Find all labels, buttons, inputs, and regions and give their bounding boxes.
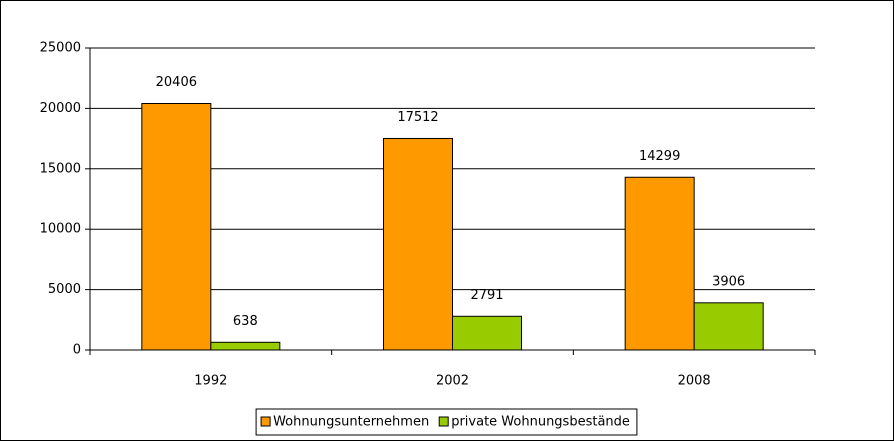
data-label: 638: [233, 314, 258, 329]
bar: [693, 302, 764, 351]
legend-box: [255, 408, 638, 436]
legend-label: Wohnungsunternehmen: [273, 415, 429, 430]
legend-swatch: [438, 416, 449, 427]
y-tick-label: 15000: [40, 161, 81, 176]
data-label: 2791: [470, 288, 503, 303]
data-label: 14299: [639, 149, 680, 164]
legend-swatch: [260, 416, 271, 427]
y-tick-label: 5000: [48, 282, 81, 297]
legend: Wohnungsunternehmen private Wohnungsbestä…: [255, 408, 638, 436]
bar: [210, 341, 281, 351]
y-tick-label: 20000: [40, 101, 81, 116]
data-label: 17512: [397, 110, 438, 125]
y-tick-label: 0: [73, 343, 81, 358]
legend-label: private Wohnungsbestände: [451, 415, 630, 430]
data-label: 20406: [156, 75, 197, 90]
x-tick-label: 2008: [678, 374, 711, 389]
bar: [452, 315, 522, 351]
y-tick-label: 10000: [40, 222, 81, 237]
data-label: 3906: [712, 274, 745, 289]
y-tick-label: 25000: [40, 41, 81, 56]
x-tick-label: 1992: [194, 374, 227, 389]
bar: [383, 137, 453, 351]
bar: [141, 102, 212, 351]
bar: [624, 176, 695, 351]
x-tick-label: 2002: [436, 374, 469, 389]
